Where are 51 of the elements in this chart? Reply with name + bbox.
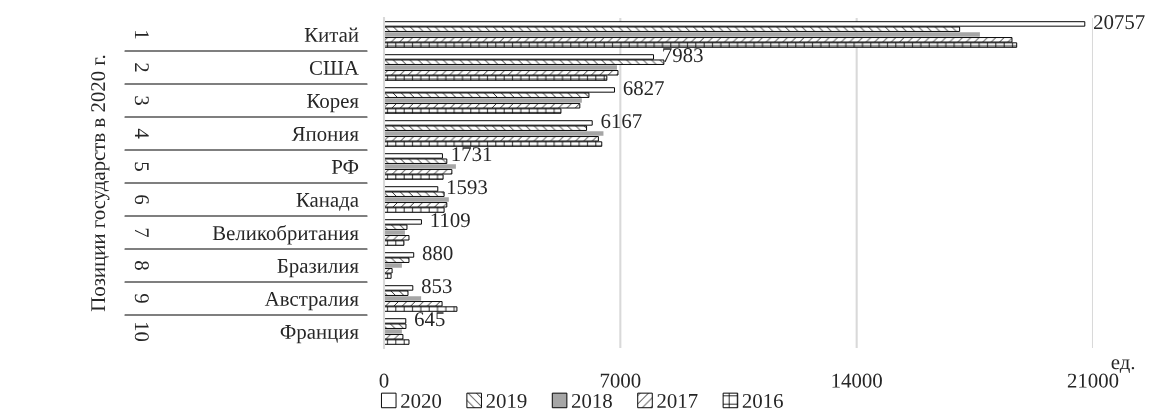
y-tick-label: РФ bbox=[331, 160, 359, 174]
data-label: 645 bbox=[415, 312, 445, 327]
y-tick-label: США bbox=[309, 60, 359, 75]
text: 6 bbox=[134, 195, 149, 205]
text: 3 bbox=[134, 96, 149, 105]
data-label: 6827 bbox=[623, 81, 664, 96]
y-tick-label: Великобритания bbox=[212, 225, 359, 245]
x-tick-label: 21000 bbox=[1067, 373, 1119, 388]
data-label: 853 bbox=[421, 279, 452, 294]
y-tick-label: Канада bbox=[296, 193, 359, 211]
text: 2 bbox=[134, 63, 149, 72]
x-tick-label: 7000 bbox=[600, 373, 641, 388]
legend-label: 2017 bbox=[657, 393, 698, 408]
data-label: 1731 bbox=[452, 147, 492, 162]
y-tick-label: Китай bbox=[304, 27, 359, 42]
data-label: 1593 bbox=[447, 180, 487, 195]
text: 9 bbox=[134, 293, 149, 303]
data-label: 7983 bbox=[663, 48, 703, 63]
bar bbox=[384, 329, 402, 334]
bar bbox=[384, 230, 405, 235]
data-label: 6167 bbox=[601, 114, 642, 129]
y-tick-label: Франция bbox=[280, 325, 359, 344]
bar bbox=[384, 164, 456, 169]
bar bbox=[384, 263, 402, 268]
text: 10 bbox=[134, 322, 149, 342]
legend-label: 2018 bbox=[571, 393, 612, 408]
data-label: 20757 bbox=[1094, 15, 1145, 30]
y-tick-label: Корея bbox=[307, 94, 359, 113]
x-tick-label: 14000 bbox=[832, 373, 882, 388]
y-tick-label: Япония bbox=[291, 127, 359, 141]
text: 1 bbox=[134, 31, 149, 39]
legend-label: 2020 bbox=[401, 393, 442, 408]
text: 7 bbox=[134, 228, 149, 238]
x-axis-title: ед. bbox=[1111, 359, 1135, 374]
text: 8 bbox=[134, 261, 149, 270]
bar bbox=[384, 65, 617, 70]
data-label: 880 bbox=[422, 246, 453, 261]
legend-label: 2016 bbox=[742, 393, 783, 408]
data-label: 1109 bbox=[431, 213, 470, 228]
text: Позиции государств в 2020 г. bbox=[91, 55, 110, 312]
bar bbox=[384, 32, 980, 37]
bar bbox=[384, 296, 422, 301]
text: 4 bbox=[134, 128, 149, 139]
bar bbox=[384, 98, 582, 103]
text: 5 bbox=[134, 162, 149, 171]
legend-label: 2019 bbox=[486, 393, 527, 408]
y-tick-label: Австралия bbox=[264, 291, 359, 311]
bar bbox=[384, 131, 604, 136]
y-tick-label: Бразилия bbox=[277, 259, 359, 278]
x-tick-label: 0 bbox=[379, 373, 389, 388]
bar bbox=[384, 197, 449, 202]
